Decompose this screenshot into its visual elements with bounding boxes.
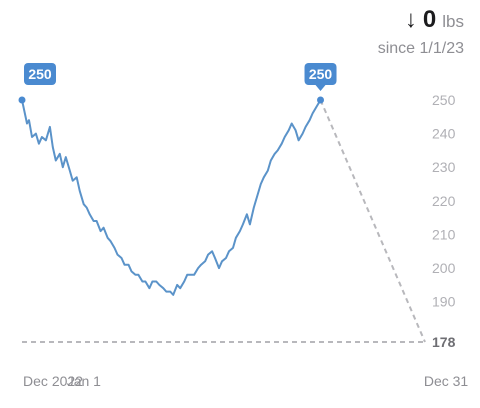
weight-change-row: ↓ 0 lbs [378,6,464,34]
weight-series-line [21,99,322,296]
weight-unit: lbs [442,12,464,31]
y-tick-label: 220 [432,193,456,209]
projection-line [319,99,426,343]
y-tick-label: 250 [432,92,456,108]
y-tick-label: 190 [432,294,456,310]
value-badge [24,63,56,85]
y-tick-label: 240 [432,126,456,142]
weight-change-value: 0 [422,6,437,33]
x-tick-label: Dec 31 [424,373,469,389]
down-arrow-icon: ↓ [404,6,417,33]
y-tick-label: 230 [432,159,456,175]
value-badge [304,63,337,85]
x-tick-label: Jan 1 [67,373,101,389]
weight-summary: ↓ 0 lbs since 1/1/23 [378,6,464,58]
x-tick-label: Dec 2022 [23,373,83,389]
since-date: since 1/1/23 [377,40,464,57]
endpoint-dot [317,96,325,104]
y-tick-label: 210 [432,226,456,242]
endpoint-dot [18,96,26,104]
value-badge-label: 250 [28,66,52,82]
y-tick-label: 200 [432,260,456,276]
value-badge-label: 250 [309,66,333,82]
goal-value-label: 178 [432,334,456,350]
badge-pointer [315,85,326,91]
